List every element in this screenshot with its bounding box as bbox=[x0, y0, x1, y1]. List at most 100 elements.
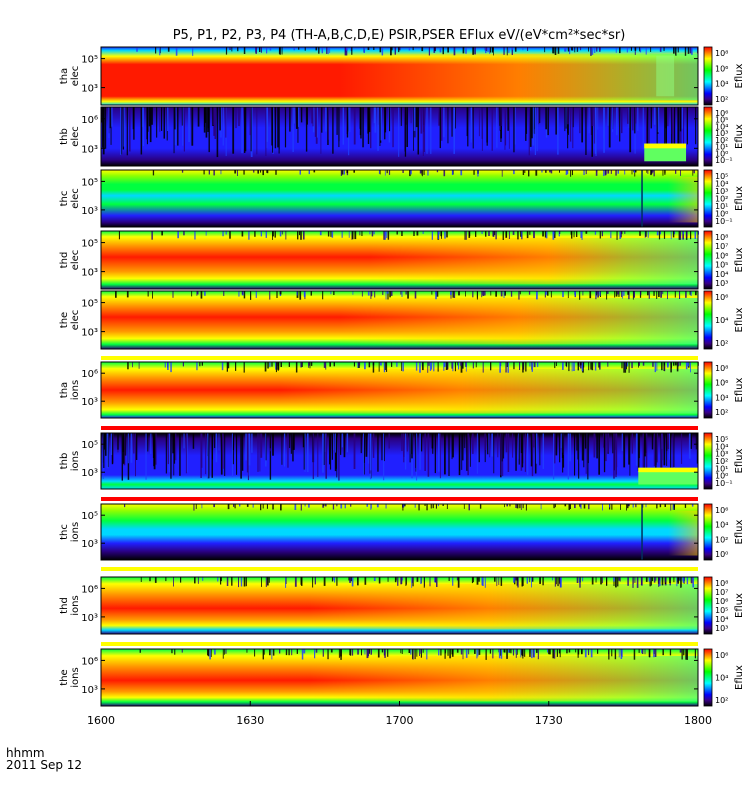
noise-streak bbox=[150, 433, 152, 454]
noise-streak bbox=[159, 47, 161, 56]
panel-frame bbox=[100, 46, 699, 106]
noise-streak bbox=[504, 649, 506, 653]
noise-streak bbox=[534, 107, 536, 155]
noise-streak bbox=[388, 170, 391, 175]
noise-streak bbox=[567, 291, 569, 299]
noise-streak bbox=[697, 47, 698, 54]
noise-streak bbox=[641, 577, 643, 586]
noise-streak bbox=[513, 577, 515, 583]
noise-streak bbox=[370, 291, 372, 299]
noise-streak bbox=[392, 107, 394, 148]
noise-streak bbox=[590, 649, 593, 658]
noise-streak bbox=[401, 649, 403, 654]
noise-streak bbox=[648, 291, 650, 299]
noise-streak bbox=[225, 107, 227, 138]
noise-streak bbox=[595, 107, 597, 156]
noise-streak bbox=[313, 170, 316, 173]
noise-streak bbox=[398, 107, 400, 157]
noise-streak bbox=[139, 649, 141, 653]
noise-streak bbox=[396, 231, 398, 235]
noise-streak bbox=[432, 504, 434, 509]
noise-streak bbox=[147, 433, 149, 452]
noise-streak bbox=[501, 170, 503, 177]
noise-streak bbox=[521, 433, 524, 468]
noise-streak bbox=[501, 107, 503, 126]
noise-streak bbox=[456, 649, 459, 653]
noise-streak bbox=[520, 649, 522, 658]
noise-streak bbox=[408, 649, 410, 653]
noise-streak bbox=[560, 433, 562, 449]
noise-streak bbox=[201, 504, 203, 509]
noise-streak bbox=[264, 362, 267, 372]
noise-streak bbox=[298, 47, 300, 50]
noise-streak bbox=[254, 649, 256, 657]
noise-streak bbox=[567, 47, 570, 52]
noise-streak bbox=[377, 433, 379, 472]
noise-streak bbox=[522, 47, 524, 51]
noise-streak bbox=[308, 362, 309, 368]
noise-streak bbox=[427, 433, 430, 477]
noise-streak bbox=[514, 47, 517, 52]
noise-streak bbox=[505, 362, 507, 373]
noise-streak bbox=[634, 577, 636, 583]
noise-streak bbox=[465, 362, 467, 372]
noise-streak bbox=[678, 231, 681, 240]
noise-streak bbox=[304, 504, 306, 507]
noise-streak bbox=[147, 291, 149, 297]
noise-streak bbox=[591, 107, 594, 127]
noise-streak bbox=[671, 107, 673, 134]
noise-streak bbox=[689, 47, 692, 54]
noise-streak bbox=[272, 649, 275, 656]
noise-streak bbox=[656, 291, 658, 299]
colorbar-tick-label: 10⁵ bbox=[715, 261, 728, 270]
ytick-label: 10³ bbox=[81, 685, 98, 696]
noise-streak bbox=[615, 291, 618, 297]
noise-streak bbox=[302, 433, 305, 448]
noise-streak bbox=[579, 107, 581, 134]
noise-streak bbox=[444, 231, 446, 239]
noise-streak bbox=[481, 577, 483, 586]
noise-streak bbox=[607, 170, 610, 174]
noise-streak bbox=[478, 433, 480, 463]
noise-streak bbox=[182, 107, 184, 146]
noise-streak bbox=[300, 504, 302, 511]
noise-streak bbox=[213, 170, 215, 176]
noise-streak bbox=[260, 47, 262, 53]
noise-streak bbox=[289, 107, 291, 132]
noise-streak bbox=[553, 649, 556, 659]
noise-streak bbox=[512, 649, 515, 656]
noise-streak bbox=[336, 504, 338, 507]
noise-streak bbox=[340, 504, 343, 509]
noise-streak bbox=[380, 107, 382, 141]
noise-streak bbox=[510, 291, 513, 297]
noise-streak bbox=[513, 362, 515, 370]
noise-streak bbox=[690, 291, 692, 296]
noise-streak bbox=[557, 107, 559, 155]
noise-streak bbox=[322, 649, 324, 657]
noise-streak bbox=[207, 649, 209, 656]
noise-streak bbox=[516, 577, 518, 586]
noise-streak bbox=[674, 291, 676, 298]
noise-streak bbox=[265, 577, 267, 587]
noise-streak bbox=[401, 433, 403, 451]
event-patch-edge bbox=[644, 143, 687, 149]
noise-streak bbox=[226, 362, 228, 372]
noise-streak bbox=[421, 170, 423, 176]
noise-streak bbox=[677, 362, 679, 367]
noise-streak bbox=[389, 107, 391, 132]
noise-streak bbox=[126, 291, 129, 298]
noise-streak bbox=[227, 362, 230, 369]
noise-streak bbox=[606, 577, 608, 586]
noise-streak bbox=[367, 47, 370, 50]
noise-streak bbox=[655, 577, 657, 581]
ytick-label: 10⁵ bbox=[81, 440, 98, 451]
noise-streak bbox=[454, 107, 456, 129]
noise-streak bbox=[468, 231, 471, 238]
noise-streak bbox=[327, 47, 329, 55]
noise-streak bbox=[277, 362, 279, 370]
noise-streak bbox=[603, 433, 606, 473]
noise-streak bbox=[378, 170, 380, 174]
noise-streak bbox=[583, 433, 585, 468]
noise-streak bbox=[462, 649, 464, 660]
